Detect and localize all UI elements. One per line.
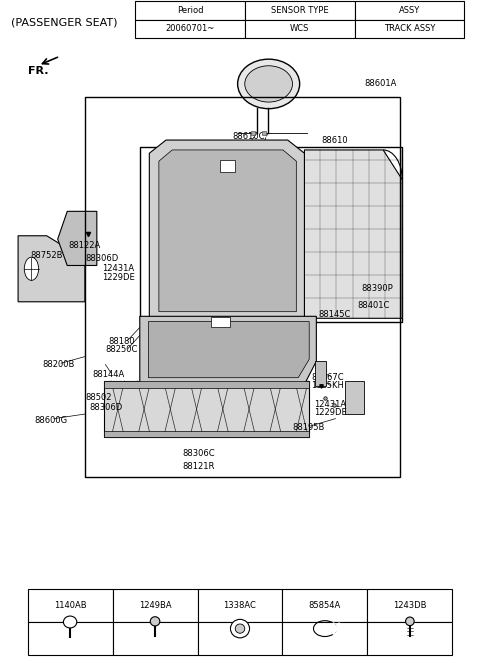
Text: 88567C: 88567C [312, 373, 344, 382]
Text: 88306D: 88306D [90, 403, 123, 412]
Text: 88600G: 88600G [35, 416, 68, 425]
Text: 88610C: 88610C [233, 132, 265, 141]
Text: 88195B: 88195B [292, 423, 325, 432]
Text: 1140AB: 1140AB [54, 601, 86, 610]
Text: 88401C: 88401C [357, 300, 389, 310]
Text: 88122A: 88122A [68, 241, 100, 250]
Bar [104, 381, 309, 437]
Text: 88360B: 88360B [257, 198, 289, 208]
Text: Period: Period [177, 6, 203, 15]
Bar [367, 589, 452, 622]
Polygon shape [159, 150, 296, 312]
Ellipse shape [245, 66, 292, 102]
Bar [113, 622, 198, 655]
Text: 88121R: 88121R [183, 462, 215, 471]
Text: 88390P: 88390P [362, 284, 394, 293]
Ellipse shape [63, 616, 77, 628]
Text: 20060701~: 20060701~ [165, 24, 215, 33]
Polygon shape [148, 322, 309, 378]
Bar [315, 361, 326, 386]
Polygon shape [345, 381, 364, 414]
Text: SENSOR TYPE: SENSOR TYPE [271, 6, 328, 15]
Text: 88380C: 88380C [209, 215, 241, 223]
Text: 88180: 88180 [109, 337, 135, 346]
Text: 1125KH: 1125KH [312, 381, 345, 390]
Polygon shape [149, 140, 304, 318]
Bar [104, 430, 309, 437]
Text: 88601A: 88601A [364, 80, 396, 88]
Text: 1249BA: 1249BA [139, 601, 171, 610]
Text: 88200B: 88200B [42, 360, 74, 369]
Ellipse shape [230, 619, 250, 638]
Text: TRACK ASSY: TRACK ASSY [384, 24, 435, 33]
Bar [113, 589, 198, 622]
Bar [28, 622, 113, 655]
Text: 88610: 88610 [321, 135, 348, 145]
Bar [367, 622, 452, 655]
Text: 88502: 88502 [85, 393, 111, 402]
Bar [135, 19, 245, 38]
Text: FR.: FR. [28, 66, 48, 76]
Ellipse shape [406, 617, 414, 626]
Bar [211, 317, 229, 327]
Polygon shape [304, 150, 402, 318]
Bar [198, 622, 282, 655]
Bar [135, 1, 245, 19]
Text: 88306C: 88306C [183, 449, 216, 458]
Text: WCS: WCS [290, 24, 309, 33]
Bar [355, 19, 464, 38]
Bar [220, 160, 235, 172]
Text: 88306D: 88306D [85, 255, 118, 263]
Text: (PASSENGER SEAT): (PASSENGER SEAT) [11, 18, 118, 28]
Bar [198, 589, 282, 622]
Text: 88145C: 88145C [319, 310, 351, 320]
Text: 88752B: 88752B [30, 251, 62, 260]
Ellipse shape [150, 617, 160, 626]
Bar [282, 589, 367, 622]
Bar [245, 1, 355, 19]
Bar [355, 1, 464, 19]
Bar [28, 589, 113, 622]
Text: 88450C: 88450C [209, 245, 241, 253]
Bar [245, 19, 355, 38]
Ellipse shape [238, 59, 300, 109]
Text: 12431A: 12431A [102, 265, 134, 273]
Bar [282, 622, 367, 655]
Bar [85, 97, 400, 477]
Text: 88400F: 88400F [183, 231, 214, 240]
Text: 88250C: 88250C [106, 345, 138, 355]
Polygon shape [18, 236, 85, 302]
Text: 88144A: 88144A [92, 370, 124, 379]
Text: 12431A: 12431A [314, 400, 346, 408]
Text: 1243DB: 1243DB [393, 601, 427, 610]
Polygon shape [140, 316, 316, 385]
Text: 1338AC: 1338AC [224, 601, 256, 610]
Polygon shape [58, 211, 97, 265]
Bar [140, 147, 402, 322]
Ellipse shape [24, 257, 38, 280]
Text: 85854A: 85854A [309, 601, 341, 610]
Ellipse shape [235, 624, 245, 633]
Text: ASSY: ASSY [399, 6, 420, 15]
Text: 1229DE: 1229DE [314, 408, 347, 417]
Bar [104, 381, 309, 388]
Text: 1229DE: 1229DE [102, 273, 134, 282]
